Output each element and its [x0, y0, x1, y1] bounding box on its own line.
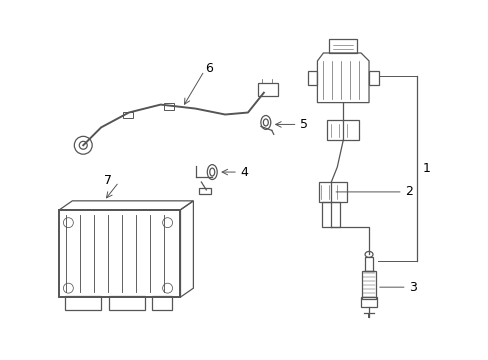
Bar: [109, 296, 144, 310]
Bar: [360, 297, 376, 307]
Bar: [257, 83, 277, 96]
Bar: [361, 271, 375, 299]
Text: 2: 2: [404, 185, 412, 198]
Bar: [122, 112, 133, 118]
Bar: [328, 39, 356, 53]
Text: 4: 4: [240, 166, 247, 179]
Bar: [199, 188, 211, 194]
Bar: [307, 71, 317, 85]
Text: 5: 5: [299, 118, 307, 131]
Bar: [365, 257, 372, 271]
Bar: [65, 296, 101, 310]
Bar: [319, 182, 346, 202]
Text: 6: 6: [205, 62, 213, 75]
Bar: [368, 71, 378, 85]
Bar: [60, 210, 180, 297]
Text: 7: 7: [104, 174, 112, 186]
Text: 3: 3: [408, 281, 416, 294]
Bar: [326, 121, 358, 140]
Text: 1: 1: [422, 162, 429, 175]
Bar: [163, 103, 173, 109]
Bar: [151, 296, 171, 310]
Bar: [322, 202, 340, 227]
